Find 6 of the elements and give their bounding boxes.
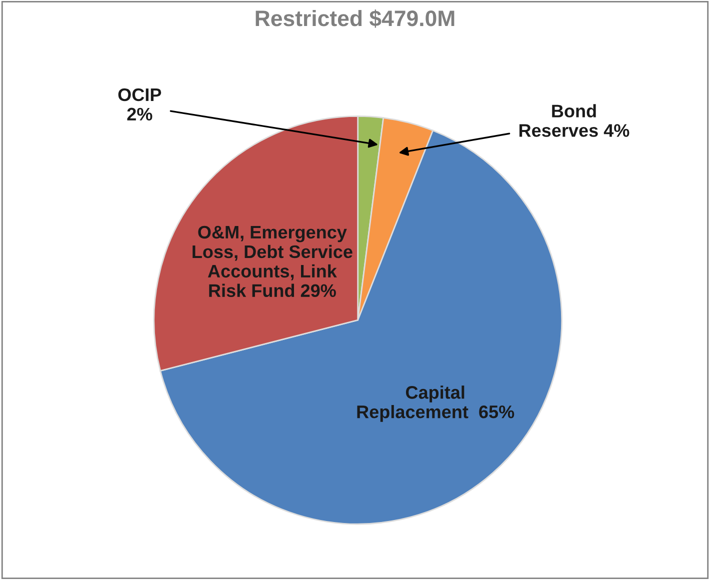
data-label: 2%: [127, 108, 152, 121]
chart-title: Restricted $479.0M: [256, 10, 454, 28]
slice-label: Capital Replacement 65%: [357, 386, 514, 422]
slice-label: O&M, Emergency Loss, Debt Service Accounts, Link Risk Fund 29%: [192, 226, 352, 298]
slice-label: Bond Reserves 4%: [519, 104, 630, 137]
slice-label: OCIP: [118, 88, 162, 102]
